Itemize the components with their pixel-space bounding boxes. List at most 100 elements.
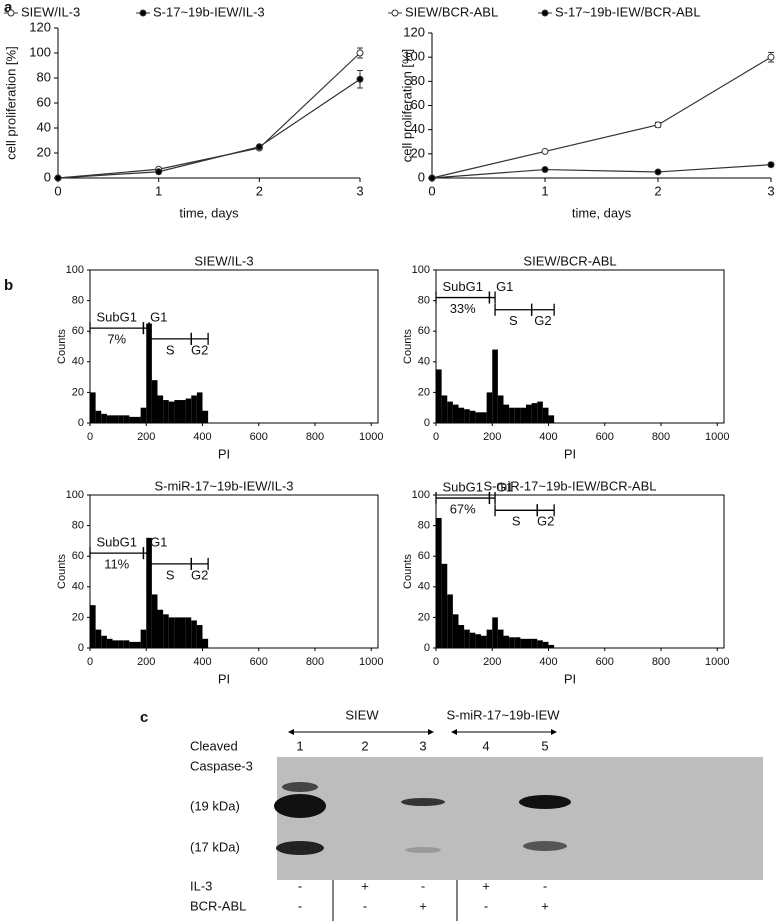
marker	[155, 168, 163, 176]
gate-label: S	[512, 514, 521, 529]
bar	[185, 617, 192, 648]
y-tick-label: 0	[78, 642, 84, 654]
bar	[146, 323, 152, 423]
bar	[503, 404, 510, 423]
band	[282, 782, 318, 792]
bar	[542, 641, 549, 648]
x-tick-label: 800	[652, 431, 670, 443]
y-axis-label: Counts	[56, 554, 68, 589]
x-axis-label: PI	[218, 446, 230, 461]
gate-label: G1	[496, 479, 513, 494]
band	[276, 841, 324, 855]
bar	[163, 614, 169, 648]
bar	[106, 638, 113, 648]
x-tick-label: 2	[654, 183, 661, 198]
gate-label: G1	[496, 279, 513, 294]
gate-label: SubG1	[442, 279, 482, 294]
band-label: (19 kDa)	[190, 798, 240, 813]
y-tick-label: 40	[72, 356, 84, 368]
treatment-sign: +	[482, 878, 490, 893]
y-tick-label: 20	[418, 386, 430, 398]
bar	[101, 413, 107, 423]
y-tick-label: 100	[412, 489, 430, 501]
x-tick-label: 600	[250, 431, 268, 443]
y-tick-label: 20	[37, 144, 51, 159]
bar	[90, 392, 96, 423]
gate-label: G2	[191, 567, 208, 582]
bar	[486, 629, 493, 648]
legend-marker	[541, 9, 549, 17]
bar	[90, 605, 96, 648]
x-tick-label: 800	[306, 656, 324, 668]
plot-frame	[89, 269, 379, 424]
treatment-sign: +	[419, 898, 427, 913]
x-tick-label: 1000	[705, 656, 729, 668]
plot-frame	[435, 269, 725, 424]
gate	[530, 303, 555, 316]
bar	[112, 640, 119, 648]
bar	[497, 395, 504, 423]
x-tick-label: 200	[483, 656, 501, 668]
y-tick-label: 80	[418, 520, 430, 532]
gate-label: SubG1	[96, 310, 136, 325]
treatment-sign: +	[541, 898, 549, 913]
gate-label: G1	[150, 535, 167, 550]
x-tick-label: 600	[596, 431, 614, 443]
bar	[441, 395, 448, 423]
x-tick-label: 400	[193, 431, 211, 443]
y-tick-label: 80	[418, 295, 430, 307]
bar	[520, 407, 526, 423]
legend-label: SIEW/IL-3	[21, 4, 80, 19]
arrow	[451, 729, 457, 735]
chart-title: S-miR-17~19b-IEW/BCR-ABL	[483, 478, 656, 493]
bar	[436, 369, 442, 423]
plot-frame	[89, 494, 379, 649]
gate-percent: 7%	[107, 332, 126, 347]
x-tick-label: 0	[433, 431, 439, 443]
bar	[196, 392, 203, 423]
gate-label: S	[166, 342, 175, 357]
y-tick-label: 0	[424, 642, 430, 654]
bar	[447, 594, 453, 648]
x-tick-label: 200	[137, 656, 155, 668]
bar	[464, 409, 470, 423]
bar	[180, 400, 186, 423]
bar	[464, 629, 470, 648]
y-tick-label: 60	[411, 97, 425, 112]
x-tick-label: 400	[539, 656, 557, 668]
band	[274, 794, 326, 818]
y-tick-label: 20	[418, 611, 430, 623]
bar	[526, 404, 532, 423]
bar	[514, 637, 521, 648]
gate	[190, 332, 209, 345]
data-line	[431, 164, 772, 179]
bar	[174, 617, 180, 648]
treatment-sign: -	[484, 898, 488, 913]
treatment-sign: -	[543, 878, 547, 893]
y-axis-label: Counts	[56, 329, 68, 364]
y-tick-label: 0	[424, 417, 430, 429]
arrow	[428, 729, 434, 735]
y-tick-label: 20	[72, 611, 84, 623]
marker	[541, 147, 549, 155]
lane-number: 3	[419, 738, 426, 753]
y-tick-label: 40	[37, 119, 51, 134]
bar	[509, 407, 515, 423]
legend-marker	[391, 9, 399, 17]
marker	[654, 121, 662, 129]
bar	[140, 629, 147, 648]
lane-number: 5	[541, 738, 548, 753]
bar	[542, 407, 549, 423]
x-axis-label: PI	[564, 446, 576, 461]
treatment-sign: -	[298, 898, 302, 913]
marker	[356, 49, 364, 57]
bar	[497, 629, 504, 648]
y-axis-label: Counts	[402, 329, 414, 364]
blot: SIEW S-miR-17~19b-IEW Cleaved Caspase-3 …	[190, 707, 763, 921]
bar	[146, 537, 152, 648]
panel-label: c	[140, 709, 148, 726]
bar	[163, 400, 169, 423]
y-tick-label: 120	[403, 24, 425, 39]
gate	[536, 504, 555, 517]
marker	[767, 53, 775, 61]
